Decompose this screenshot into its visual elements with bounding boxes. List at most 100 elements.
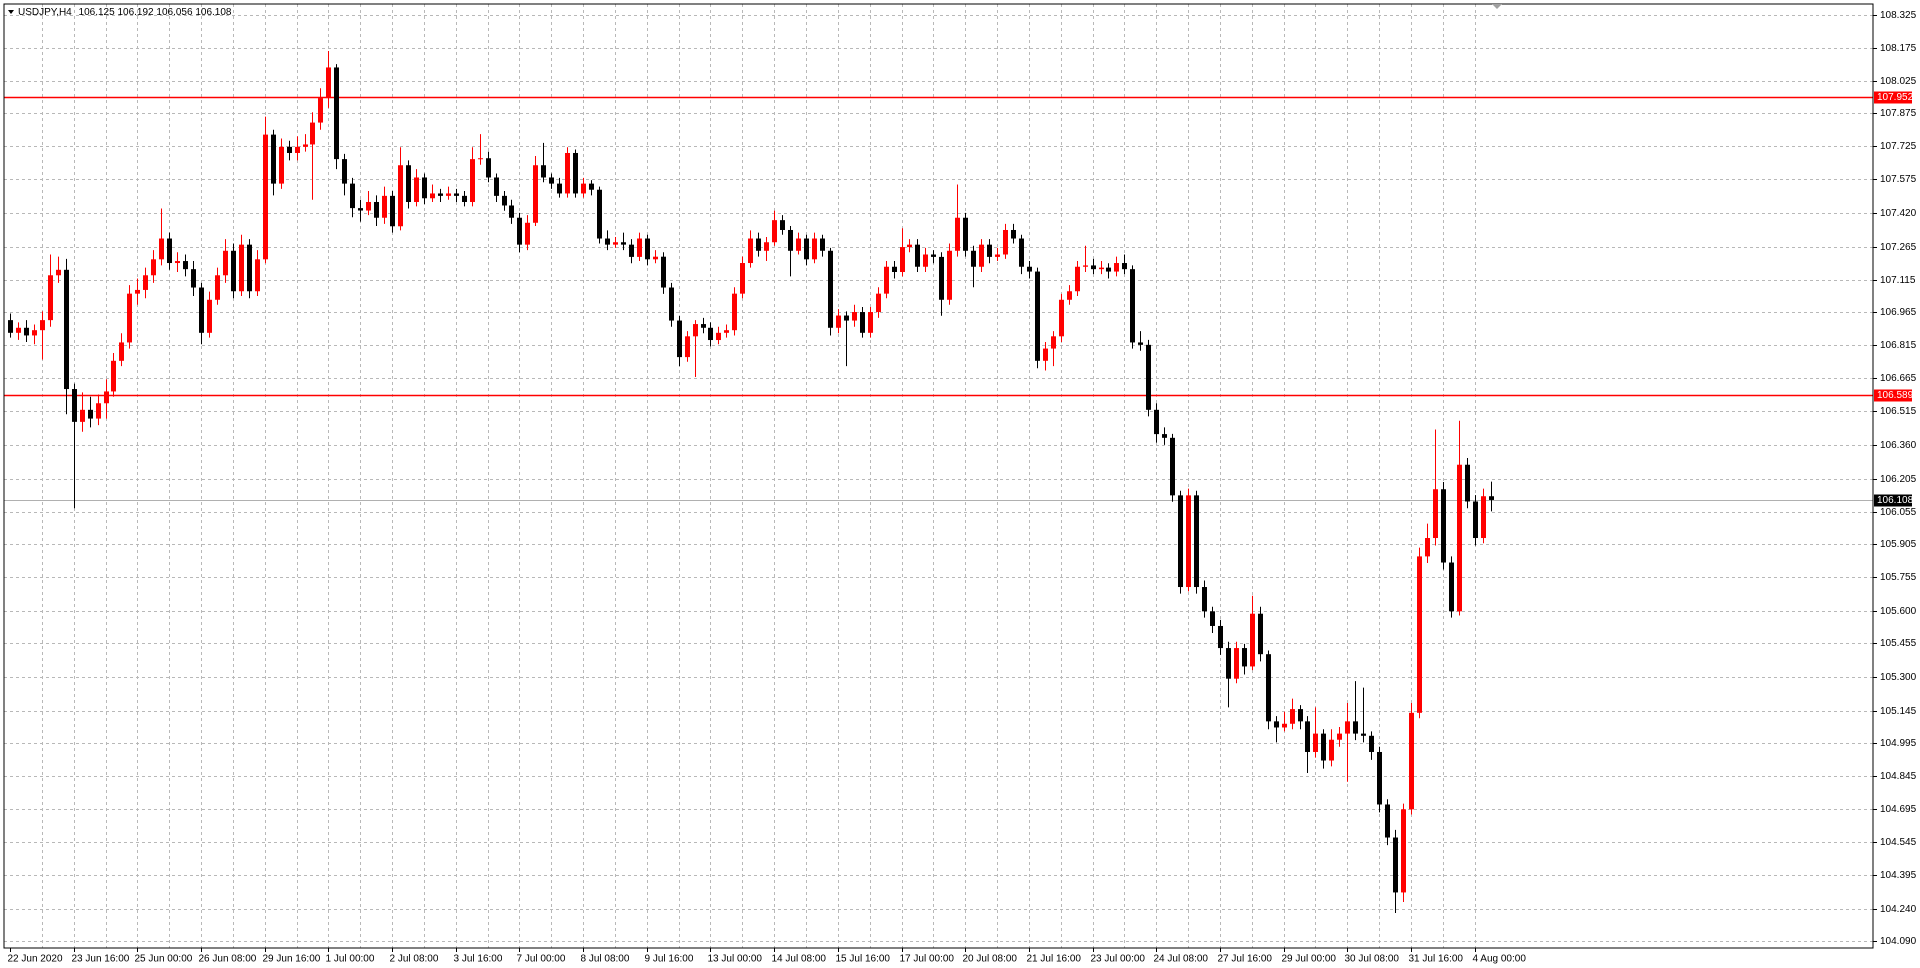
x-tick-label: 17 Jul 00:00 xyxy=(900,954,955,965)
candle-body xyxy=(32,330,37,336)
candle-body xyxy=(947,250,952,300)
y-tick-label: 107.265 xyxy=(1880,242,1917,253)
candle-body xyxy=(971,250,976,267)
candle-body xyxy=(1473,501,1478,539)
candle-body xyxy=(390,195,395,227)
level-tag-bg xyxy=(1874,389,1912,402)
candle-body xyxy=(517,217,522,245)
price-tag: 106.108 xyxy=(1877,495,1914,506)
candle-body xyxy=(963,217,968,251)
candle-body xyxy=(478,158,483,160)
x-tick-label: 22 Jun 2020 xyxy=(8,954,63,965)
x-tick-label: 23 Jul 00:00 xyxy=(1091,954,1146,965)
candle-body xyxy=(1051,336,1056,349)
candle-body xyxy=(271,134,276,184)
candle-body xyxy=(1226,648,1231,679)
x-tick-label: 21 Jul 16:00 xyxy=(1027,954,1082,965)
candle-body xyxy=(860,312,865,333)
y-tick-label: 105.300 xyxy=(1880,672,1917,683)
candle-body xyxy=(334,67,339,160)
candle-body xyxy=(310,122,315,145)
candle-body xyxy=(573,152,578,194)
candle-body xyxy=(1377,751,1382,805)
candle-body xyxy=(1433,489,1438,539)
candle-body xyxy=(812,238,817,260)
candle-body xyxy=(159,238,164,260)
candle-body xyxy=(788,229,793,251)
candle-body xyxy=(1194,495,1199,588)
candle-body xyxy=(907,244,912,248)
candle-body xyxy=(1178,495,1183,588)
y-tick-label: 106.965 xyxy=(1880,307,1917,318)
candle-body xyxy=(1290,709,1295,724)
candle-body xyxy=(494,177,499,196)
y-tick-label: 107.875 xyxy=(1880,108,1917,119)
candle-body xyxy=(191,269,196,288)
candle-body xyxy=(796,238,801,251)
candle-body xyxy=(724,330,729,333)
candle-body xyxy=(56,269,61,276)
candle-body xyxy=(151,259,156,276)
candle-body xyxy=(565,152,570,194)
y-tick-label: 106.515 xyxy=(1880,406,1917,417)
candle-body xyxy=(366,201,371,211)
candle-body xyxy=(1266,654,1271,722)
header-low: 106.056 xyxy=(156,7,193,18)
candle-body xyxy=(263,134,268,260)
candle-body xyxy=(398,165,403,227)
candle-body xyxy=(231,250,236,292)
y-tick-label: 108.175 xyxy=(1880,43,1917,54)
candle-body xyxy=(820,238,825,251)
candle-body xyxy=(756,238,761,251)
candle-body xyxy=(358,208,363,211)
candle-body xyxy=(876,293,881,313)
candle-body xyxy=(414,177,419,202)
candle-body xyxy=(605,238,610,245)
x-tick-label: 25 Jun 00:00 xyxy=(135,954,193,965)
candle-body xyxy=(16,327,21,333)
candle-body xyxy=(740,263,745,294)
candle-body xyxy=(732,293,737,331)
x-tick-label: 13 Jul 00:00 xyxy=(708,954,763,965)
candle-body xyxy=(915,244,920,267)
candle-body xyxy=(295,146,300,153)
candle-body xyxy=(1083,265,1088,267)
candle-body xyxy=(836,315,841,328)
candle-body xyxy=(279,146,284,184)
candle-body xyxy=(1019,238,1024,267)
candle-body xyxy=(549,177,554,184)
candle-body xyxy=(342,159,347,184)
candle-body xyxy=(303,144,308,147)
candle-body xyxy=(199,287,204,333)
candle-body xyxy=(502,195,507,206)
x-tick-label: 26 Jun 08:00 xyxy=(199,954,257,965)
candle-body xyxy=(748,238,753,264)
y-tick-label: 107.575 xyxy=(1880,174,1917,185)
candle-body xyxy=(637,238,642,257)
y-tick-label: 105.905 xyxy=(1880,539,1917,550)
candle-body xyxy=(629,244,634,257)
candle-body xyxy=(509,205,514,218)
candle-body xyxy=(900,247,905,272)
y-tick-label: 107.420 xyxy=(1880,208,1917,219)
candle-body xyxy=(80,409,85,422)
x-tick-label: 14 Jul 08:00 xyxy=(772,954,827,965)
candle-body xyxy=(382,195,387,218)
candle-body xyxy=(979,244,984,267)
candle-body xyxy=(677,320,682,358)
candle-body xyxy=(1011,229,1016,239)
y-tick-label: 104.995 xyxy=(1880,738,1917,749)
candle-body xyxy=(1186,495,1191,588)
candle-body xyxy=(884,266,889,294)
candle-body xyxy=(1489,496,1494,500)
candle-body xyxy=(701,324,706,328)
candle-body xyxy=(852,312,857,321)
candle-body xyxy=(1298,709,1303,722)
candle-body xyxy=(1170,437,1175,496)
candle-body xyxy=(1401,809,1406,893)
candle-body xyxy=(1337,733,1342,740)
x-tick-label: 7 Jul 00:00 xyxy=(517,954,566,965)
shift-marker xyxy=(1492,4,1502,9)
candle-body xyxy=(613,242,618,245)
candle-body xyxy=(1027,266,1032,272)
